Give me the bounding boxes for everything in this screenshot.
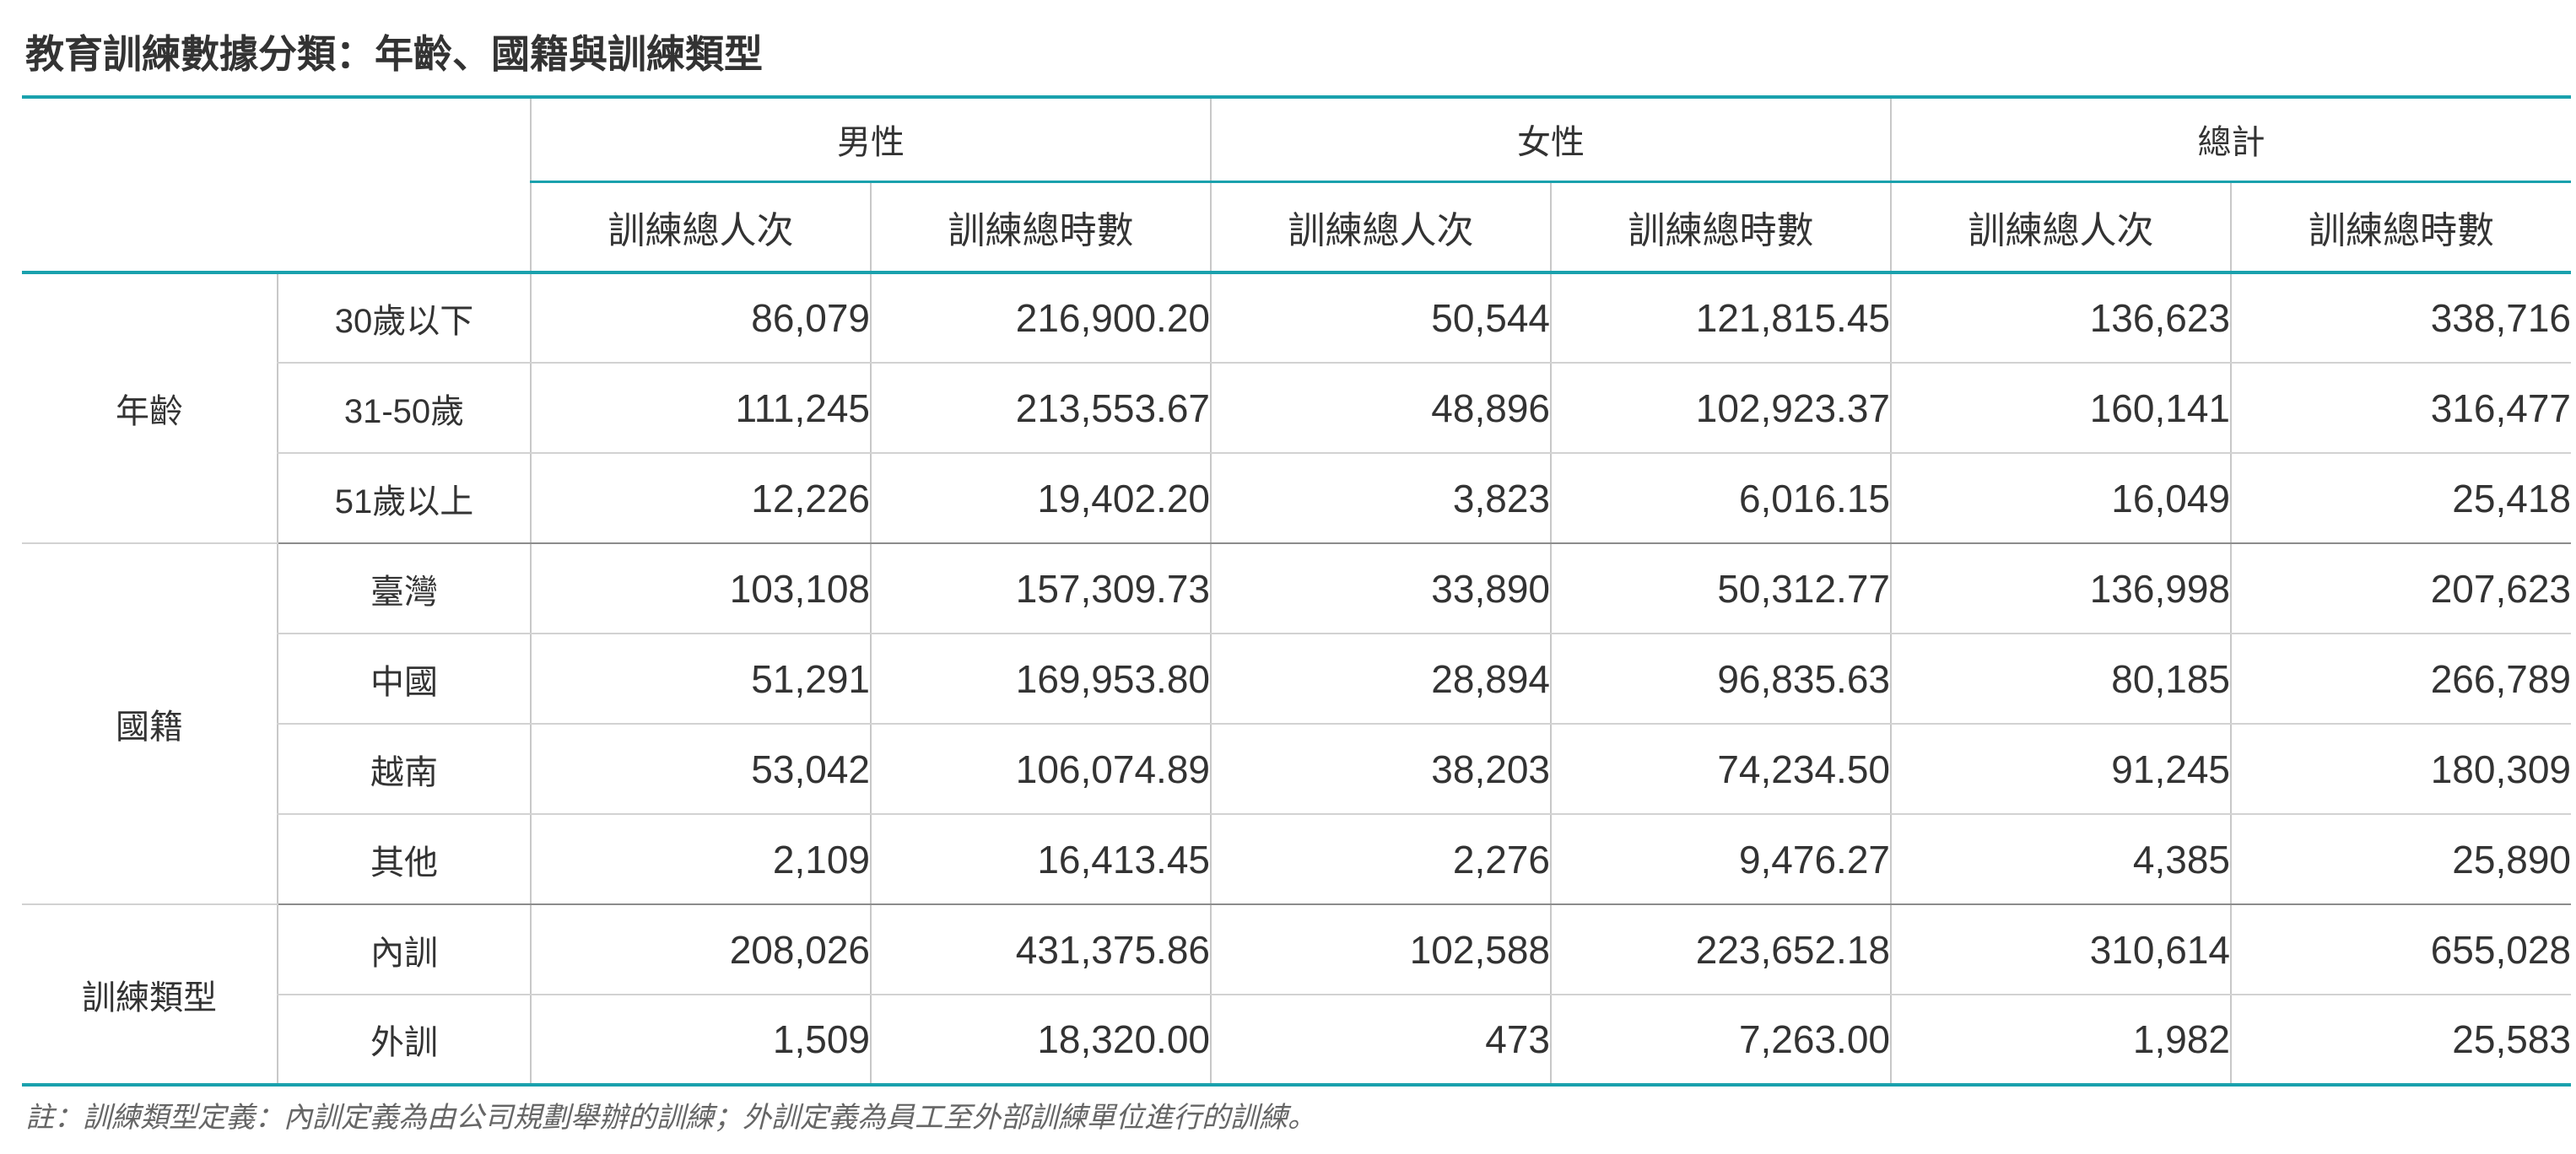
cell-value: 16,049	[1890, 453, 2231, 544]
table-row: 年齡 30歲以下 86,079 216,900.20 50,544 121,81…	[22, 272, 2571, 544]
cell-value: 25,890	[2230, 814, 2571, 905]
cell-value: 38,203	[1210, 724, 1551, 815]
row-label: 內訓	[277, 904, 531, 995]
table-row: 31-50歲 111,245 213,553.67 48,896 102,923…	[22, 363, 2571, 454]
header-group-total: 總計	[1890, 97, 2571, 183]
table-row: 51歲以上 12,226 19,402.20 3,823 6,016.15 16…	[22, 453, 2571, 544]
table-row: 其他 2,109 16,413.45 2,276 9,476.27 4,385 …	[22, 814, 2571, 905]
training-data-table: 男性 女性 總計 訓練總人次 訓練總時數 訓練總人次 訓練總時數 訓練總人次 訓…	[22, 95, 2571, 1087]
row-label: 越南	[277, 724, 531, 815]
header-male-count: 訓練總人次	[530, 181, 871, 274]
cell-value: 19,402.20	[870, 453, 1211, 544]
cell-value: 2,276	[1210, 814, 1551, 905]
cell-value: 338,716	[2230, 272, 2571, 364]
cell-value: 50,544	[1210, 272, 1551, 364]
cell-value: 48,896	[1210, 363, 1551, 454]
header-total-count: 訓練總人次	[1890, 181, 2231, 274]
table-body: 年齡 30歲以下 86,079 216,900.20 50,544 121,81…	[22, 272, 2571, 1086]
cell-value: 7,263.00	[1550, 995, 1891, 1085]
cell-value: 25,418	[2230, 453, 2571, 544]
cell-value: 208,026	[530, 904, 871, 995]
cell-value: 310,614	[1890, 904, 2231, 995]
cell-value: 266,789	[2230, 634, 2571, 725]
row-label: 51歲以上	[277, 453, 531, 544]
header-group-male: 男性	[530, 97, 1211, 183]
cell-value: 96,835.63	[1550, 634, 1891, 725]
cell-value: 6,016.15	[1550, 453, 1891, 544]
cell-value: 136,623	[1890, 272, 2231, 364]
cell-value: 80,185	[1890, 634, 2231, 725]
table-row: 中國 51,291 169,953.80 28,894 96,835.63 80…	[22, 634, 2571, 725]
header-group-female: 女性	[1210, 97, 1891, 183]
table-row: 外訓 1,509 18,320.00 473 7,263.00 1,982 25…	[22, 995, 2571, 1085]
row-label: 31-50歲	[277, 363, 531, 454]
header-male-hours: 訓練總時數	[870, 181, 1211, 274]
cell-value: 160,141	[1890, 363, 2231, 454]
cell-value: 180,309	[2230, 724, 2571, 815]
cell-value: 102,588	[1210, 904, 1551, 995]
row-label: 中國	[277, 634, 531, 725]
cell-value: 216,900.20	[870, 272, 1211, 364]
cell-value: 3,823	[1210, 453, 1551, 544]
cell-value: 74,234.50	[1550, 724, 1891, 815]
cell-value: 4,385	[1890, 814, 2231, 905]
row-label: 臺灣	[277, 543, 531, 634]
header-female-hours: 訓練總時數	[1550, 181, 1891, 274]
table-row: 訓練類型 內訓 208,026 431,375.86 102,588 223,6…	[22, 904, 2571, 1086]
cell-value: 51,291	[530, 634, 871, 725]
cell-value: 106,074.89	[870, 724, 1211, 815]
cell-value: 18,320.00	[870, 995, 1211, 1085]
cell-value: 33,890	[1210, 543, 1551, 634]
cell-value: 16,413.45	[870, 814, 1211, 905]
cell-value: 316,477	[2230, 363, 2571, 454]
cell-value: 50,312.77	[1550, 543, 1891, 634]
cell-value: 136,998	[1890, 543, 2231, 634]
cell-value: 91,245	[1890, 724, 2231, 815]
header-total-hours: 訓練總時數	[2230, 181, 2571, 274]
row-label: 30歲以下	[277, 272, 531, 364]
cell-value: 157,309.73	[870, 543, 1211, 634]
header-corner	[22, 97, 531, 274]
table-row: 國籍 臺灣 103,108 157,309.73 33,890 50,312.7…	[22, 543, 2571, 905]
cell-value: 431,375.86	[870, 904, 1211, 995]
cell-value: 86,079	[530, 272, 871, 364]
table-row: 越南 53,042 106,074.89 38,203 74,234.50 91…	[22, 724, 2571, 815]
cell-value: 111,245	[530, 363, 871, 454]
cell-value: 169,953.80	[870, 634, 1211, 725]
cell-value: 103,108	[530, 543, 871, 634]
page-title: 教育訓練數據分類：年齡、國籍與訓練類型	[25, 31, 763, 77]
cell-value: 223,652.18	[1550, 904, 1891, 995]
row-label: 外訓	[277, 995, 531, 1085]
header-female-count: 訓練總人次	[1210, 181, 1551, 274]
cell-value: 53,042	[530, 724, 871, 815]
cell-value: 25,583	[2230, 995, 2571, 1085]
cell-value: 207,623	[2230, 543, 2571, 634]
group-label-nationality: 國籍	[22, 543, 278, 905]
group-label-age: 年齡	[22, 272, 278, 544]
group-label-training-type: 訓練類型	[22, 904, 278, 1086]
cell-value: 28,894	[1210, 634, 1551, 725]
row-label: 其他	[277, 814, 531, 905]
cell-value: 213,553.67	[870, 363, 1211, 454]
cell-value: 102,923.37	[1550, 363, 1891, 454]
cell-value: 1,509	[530, 995, 871, 1085]
cell-value: 121,815.45	[1550, 272, 1891, 364]
footnote: 註：訓練類型定義：內訓定義為由公司規劃舉辦的訓練；外訓定義為員工至外部訓練單位進…	[25, 1101, 1316, 1135]
cell-value: 2,109	[530, 814, 871, 905]
cell-value: 655,028	[2230, 904, 2571, 995]
cell-value: 12,226	[530, 453, 871, 544]
cell-value: 1,982	[1890, 995, 2231, 1085]
cell-value: 473	[1210, 995, 1551, 1085]
cell-value: 9,476.27	[1550, 814, 1891, 905]
